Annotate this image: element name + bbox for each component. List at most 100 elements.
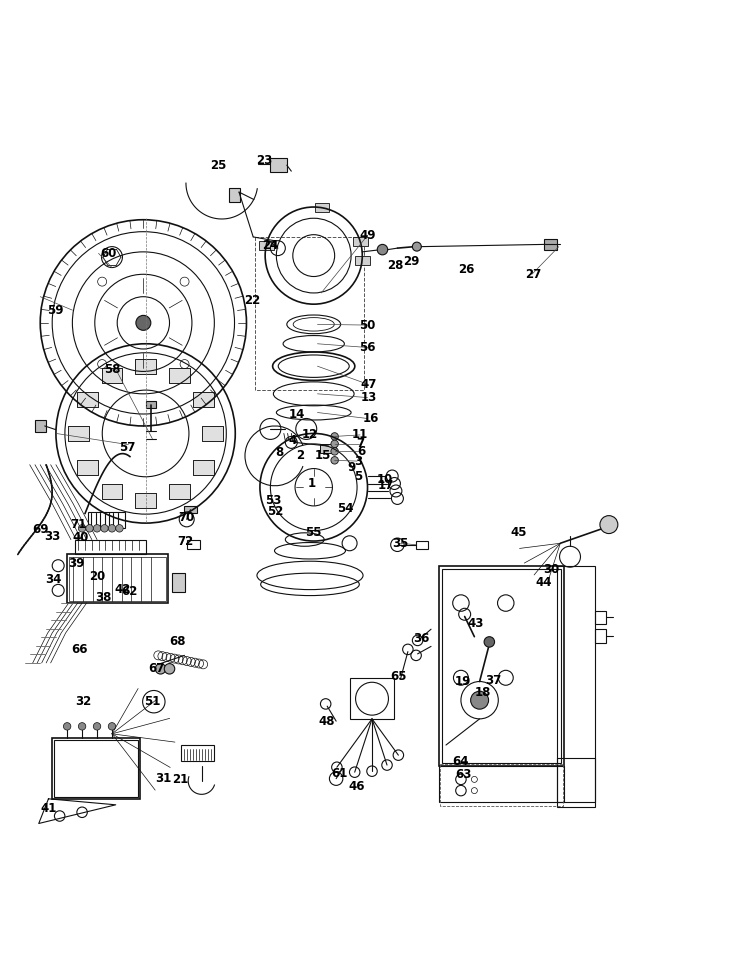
Bar [556, 566, 596, 802]
Text: 15: 15 [314, 449, 331, 461]
Bar [101, 367, 122, 383]
Circle shape [377, 245, 388, 255]
Circle shape [93, 524, 100, 532]
Text: 41: 41 [40, 802, 57, 815]
Bar [74, 540, 146, 554]
Circle shape [108, 524, 116, 532]
Text: 50: 50 [359, 318, 376, 332]
Bar [70, 557, 166, 601]
Text: 49: 49 [359, 229, 376, 242]
Bar [202, 426, 223, 441]
Bar [172, 573, 185, 592]
Text: 18: 18 [475, 687, 490, 699]
Text: 14: 14 [289, 408, 305, 422]
Circle shape [413, 242, 422, 251]
Bar [416, 541, 428, 548]
Text: 53: 53 [266, 494, 281, 507]
Bar [101, 367, 122, 383]
Bar [68, 426, 88, 441]
Bar [194, 459, 214, 475]
Circle shape [136, 315, 151, 331]
Bar [169, 367, 190, 383]
Text: 13: 13 [361, 391, 377, 404]
Circle shape [164, 663, 175, 674]
Bar [146, 400, 156, 408]
Text: 44: 44 [536, 575, 552, 589]
Bar [440, 765, 562, 806]
Bar [442, 569, 561, 763]
Text: 47: 47 [361, 378, 377, 391]
Bar [439, 766, 564, 802]
Text: 26: 26 [458, 263, 474, 276]
Text: 64: 64 [453, 755, 470, 768]
Bar [35, 420, 46, 432]
Text: 72: 72 [177, 536, 194, 548]
Text: 4: 4 [289, 433, 297, 447]
Bar [135, 359, 156, 373]
Text: 22: 22 [244, 294, 260, 307]
Bar [101, 484, 122, 499]
Bar [350, 678, 394, 718]
Circle shape [93, 722, 100, 730]
Text: 2: 2 [296, 449, 304, 461]
Text: 37: 37 [485, 674, 501, 687]
Circle shape [78, 524, 86, 532]
Bar [320, 444, 336, 453]
Text: 62: 62 [122, 585, 138, 599]
Text: 17: 17 [377, 480, 394, 492]
Circle shape [331, 432, 338, 440]
Text: 59: 59 [47, 304, 64, 316]
Circle shape [86, 524, 93, 532]
Text: 7: 7 [356, 437, 364, 451]
Bar [230, 189, 240, 202]
Text: 45: 45 [510, 526, 526, 539]
Text: 36: 36 [413, 632, 430, 645]
Circle shape [108, 722, 116, 730]
Circle shape [100, 524, 108, 532]
Text: 51: 51 [144, 695, 160, 708]
Bar [181, 745, 214, 761]
Text: 28: 28 [387, 259, 404, 272]
Text: 24: 24 [262, 240, 278, 252]
Bar [556, 758, 596, 807]
Text: 66: 66 [70, 643, 87, 656]
Circle shape [331, 440, 338, 448]
Text: 34: 34 [46, 572, 62, 586]
Bar [135, 359, 156, 373]
Text: 70: 70 [178, 511, 195, 523]
Bar [169, 484, 190, 499]
Bar [314, 203, 329, 212]
Text: 68: 68 [170, 635, 186, 649]
Text: 69: 69 [32, 523, 49, 537]
Bar [77, 459, 98, 475]
Bar [194, 459, 214, 475]
Text: 11: 11 [352, 428, 368, 441]
Bar [77, 393, 98, 407]
Text: 5: 5 [355, 470, 363, 483]
Text: 43: 43 [467, 618, 483, 630]
Bar [53, 738, 140, 799]
Text: 29: 29 [403, 255, 419, 268]
Text: 67: 67 [148, 662, 165, 675]
Text: 32: 32 [76, 695, 92, 708]
Bar [135, 493, 156, 508]
Text: 56: 56 [359, 341, 376, 354]
Text: 31: 31 [155, 773, 172, 785]
Text: 55: 55 [305, 526, 322, 539]
Text: 12: 12 [302, 428, 318, 441]
Bar [187, 541, 200, 549]
Bar [184, 506, 197, 513]
Circle shape [116, 524, 123, 532]
Circle shape [155, 663, 166, 674]
Text: 58: 58 [104, 364, 120, 376]
Circle shape [78, 722, 86, 730]
Text: 8: 8 [275, 446, 284, 458]
Bar [202, 426, 223, 441]
Bar [352, 237, 368, 246]
Circle shape [600, 515, 618, 534]
Circle shape [484, 636, 494, 647]
Text: 61: 61 [331, 767, 347, 780]
Text: 38: 38 [94, 591, 111, 603]
Bar [355, 256, 370, 265]
Text: 23: 23 [256, 154, 272, 167]
